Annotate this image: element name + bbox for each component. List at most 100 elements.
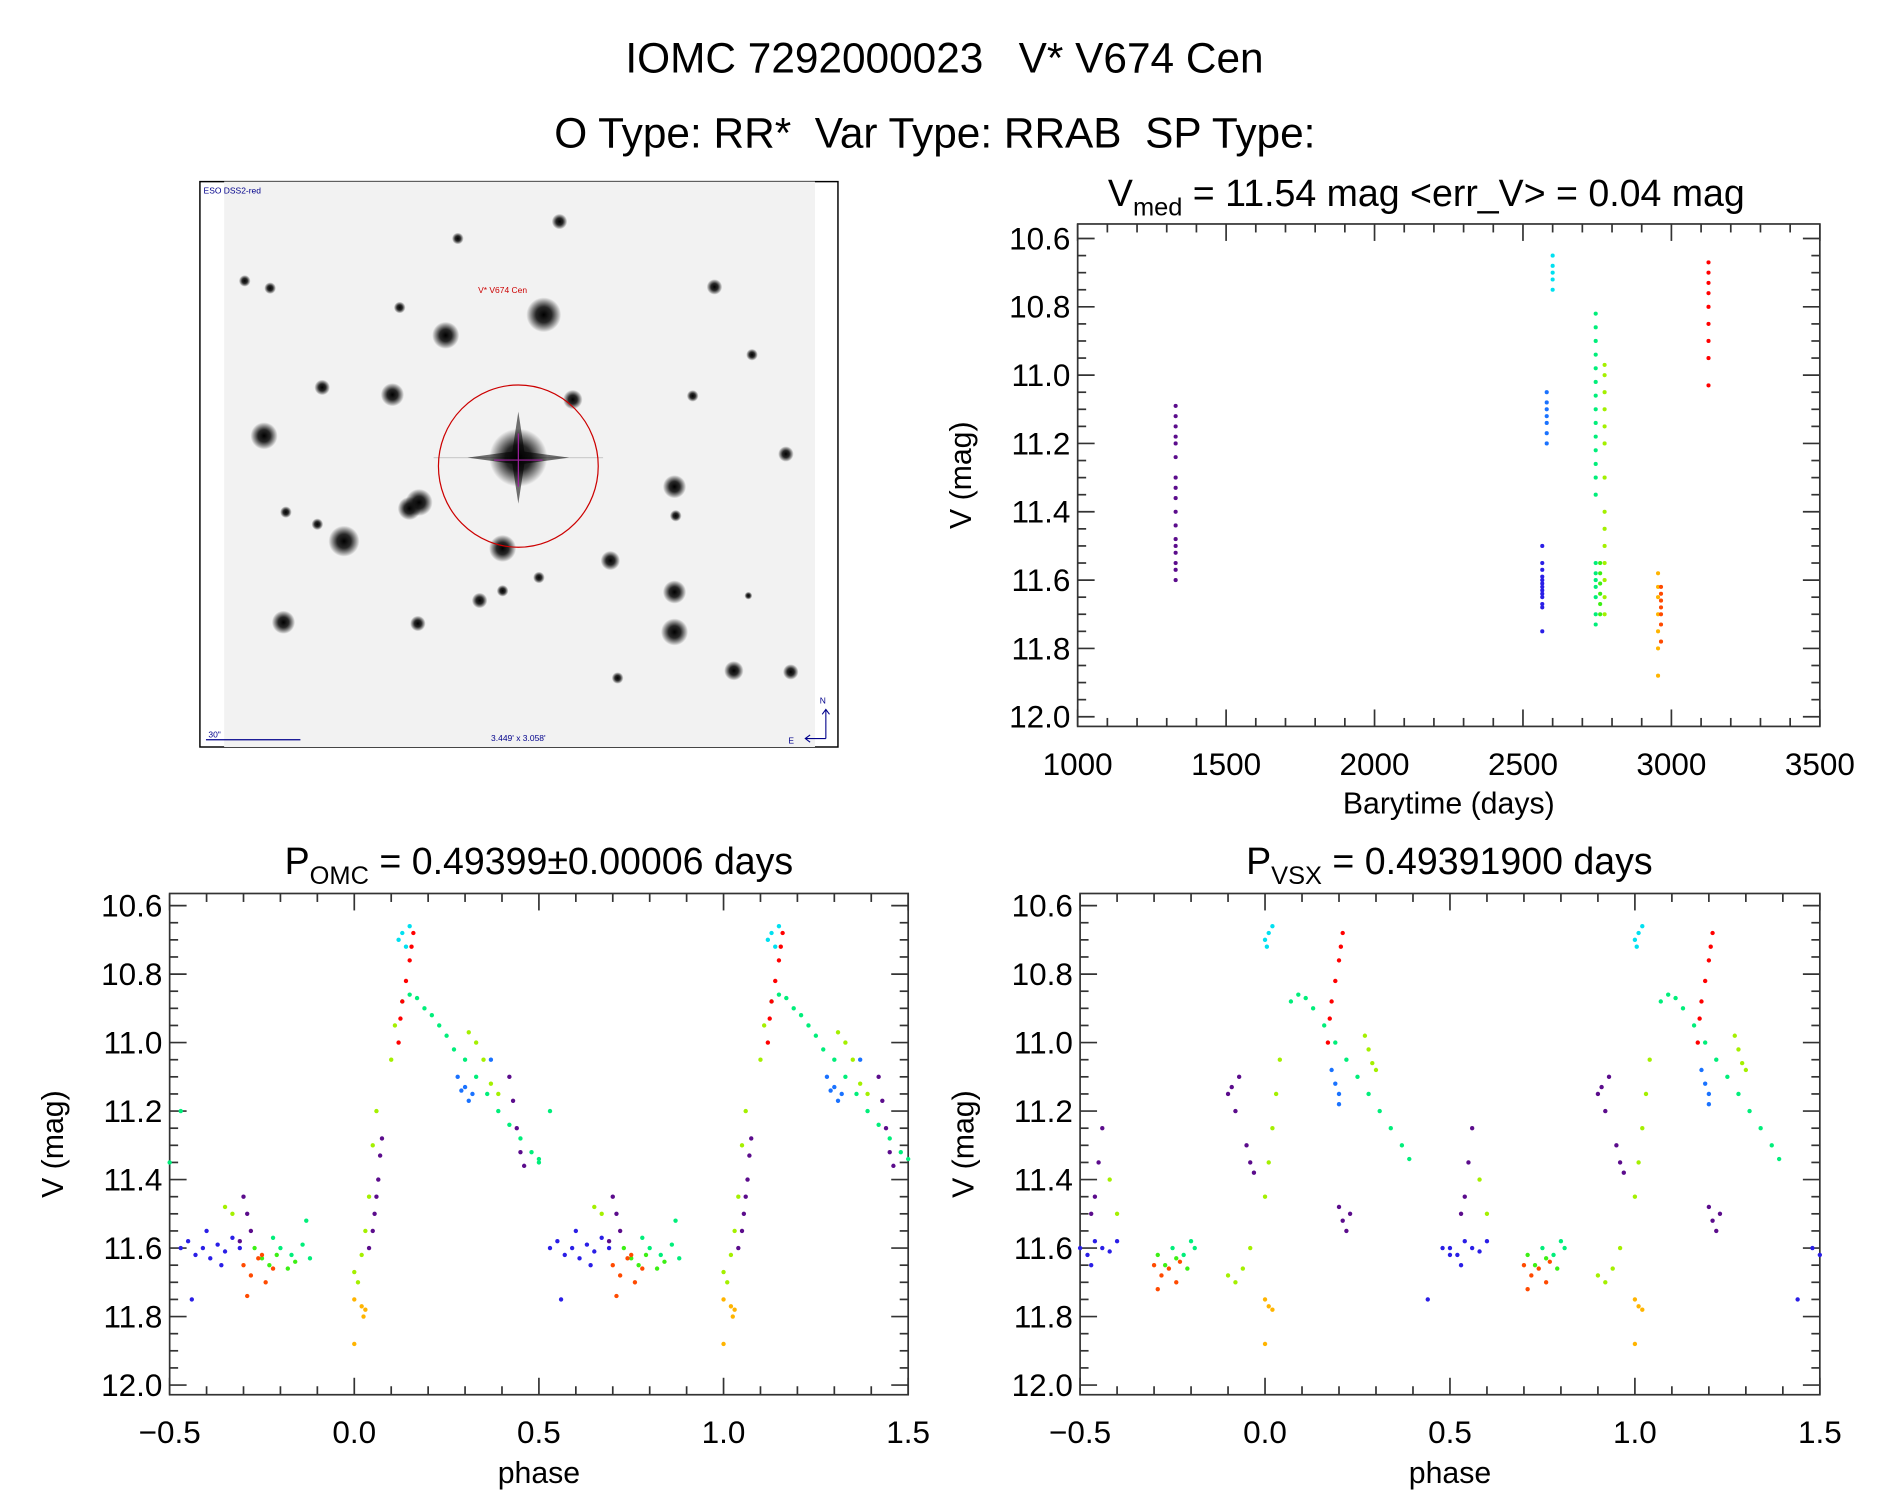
data-point xyxy=(237,1239,242,1244)
data-point xyxy=(562,1252,567,1258)
data-point xyxy=(1593,622,1598,627)
data-point xyxy=(1598,591,1603,596)
data-series xyxy=(1655,571,1661,678)
data-series xyxy=(396,930,785,1045)
data-point xyxy=(1089,1211,1094,1216)
data-point xyxy=(1536,1266,1541,1271)
data-point xyxy=(1425,1297,1430,1302)
data-point xyxy=(222,1204,228,1210)
data-point xyxy=(621,1245,627,1251)
data-point xyxy=(1262,1341,1268,1347)
data-point xyxy=(1544,407,1549,412)
data-point xyxy=(1544,420,1549,426)
data-point xyxy=(821,1047,826,1052)
data-point xyxy=(632,1280,638,1285)
compass-arrows xyxy=(804,708,830,743)
data-point xyxy=(1636,1160,1641,1165)
data-point xyxy=(555,1239,560,1244)
data-point xyxy=(444,1033,449,1038)
data-point xyxy=(1593,338,1598,344)
data-point xyxy=(547,1108,553,1114)
data-point xyxy=(1558,1239,1564,1244)
data-point xyxy=(1658,584,1664,589)
data-point xyxy=(865,1091,870,1097)
data-point xyxy=(1640,923,1645,929)
y-tick-label: 11.2 xyxy=(1011,426,1070,461)
data-point xyxy=(1593,434,1598,439)
data-point xyxy=(1185,1266,1190,1271)
data-point xyxy=(1736,1047,1741,1052)
data-point xyxy=(241,1194,246,1199)
data-point xyxy=(1593,352,1598,357)
star xyxy=(250,422,278,450)
data-point xyxy=(1544,431,1549,436)
data-point xyxy=(185,1239,191,1244)
star xyxy=(669,509,682,522)
data-point xyxy=(767,1016,772,1021)
data-point xyxy=(1658,639,1664,644)
y-axis-label: V (mag) xyxy=(37,1090,70,1198)
x-tick-label: −0.5 xyxy=(139,1415,201,1450)
data-point xyxy=(898,1149,903,1155)
data-point xyxy=(359,1304,364,1309)
data-point xyxy=(396,937,401,943)
star xyxy=(706,279,723,295)
data-point xyxy=(400,999,405,1004)
data-point xyxy=(1173,578,1178,583)
data-point xyxy=(769,999,774,1004)
data-point xyxy=(1810,1245,1815,1251)
y-tick-label: 11.8 xyxy=(1014,1299,1073,1334)
data-point xyxy=(274,1252,279,1258)
data-point xyxy=(745,1177,750,1182)
data-point xyxy=(1695,1040,1700,1045)
data-point xyxy=(1155,1286,1160,1292)
data-point xyxy=(721,1341,726,1347)
data-point xyxy=(521,1163,527,1169)
data-point xyxy=(647,1245,652,1251)
x-tick-label: 0.5 xyxy=(1428,1415,1472,1450)
data-point xyxy=(1702,1081,1708,1086)
data-point xyxy=(592,1249,597,1254)
data-point xyxy=(1658,622,1664,627)
star xyxy=(451,232,464,245)
data-point xyxy=(403,944,409,949)
y-tick-label: 10.6 xyxy=(1009,221,1070,256)
phase-plot-omc: −0.5 0.0 0.5 1.0 1.5 10.6 10.8 11.0 11.2 11.4 11.6… xyxy=(37,840,930,1490)
data-point xyxy=(407,992,412,997)
data-point xyxy=(1593,492,1598,497)
data-point xyxy=(507,1074,512,1080)
x-tick-label: 1.0 xyxy=(702,1415,746,1450)
star xyxy=(380,383,405,407)
data-point xyxy=(278,1245,283,1251)
data-point xyxy=(857,1057,863,1062)
data-point xyxy=(850,1057,855,1062)
data-point xyxy=(1329,999,1334,1004)
star-field xyxy=(238,213,799,684)
data-point xyxy=(1362,1033,1368,1038)
data-point xyxy=(1602,441,1607,446)
data-point xyxy=(1327,1016,1332,1021)
target-circle-marker xyxy=(437,384,599,548)
data-point xyxy=(1743,1067,1749,1073)
data-point xyxy=(529,1149,534,1155)
data-point xyxy=(1540,578,1545,583)
data-point xyxy=(1776,1156,1782,1162)
x-tick-label: 3000 xyxy=(1636,747,1706,782)
data-point xyxy=(1550,253,1555,258)
data-point xyxy=(761,1023,767,1028)
data-point xyxy=(1174,1256,1179,1261)
data-point xyxy=(584,1242,590,1247)
data-point xyxy=(1702,1040,1708,1045)
data-point xyxy=(1603,1280,1608,1285)
data-point xyxy=(1077,1245,1083,1251)
data-point xyxy=(1673,995,1678,1001)
data-point xyxy=(1595,1273,1601,1278)
data-point xyxy=(510,1098,516,1103)
data-point xyxy=(1706,383,1711,388)
data-point xyxy=(887,1149,892,1155)
data-point xyxy=(488,1081,494,1086)
data-point xyxy=(1717,1211,1723,1216)
data-point xyxy=(1540,581,1545,586)
data-point xyxy=(1340,1218,1345,1223)
